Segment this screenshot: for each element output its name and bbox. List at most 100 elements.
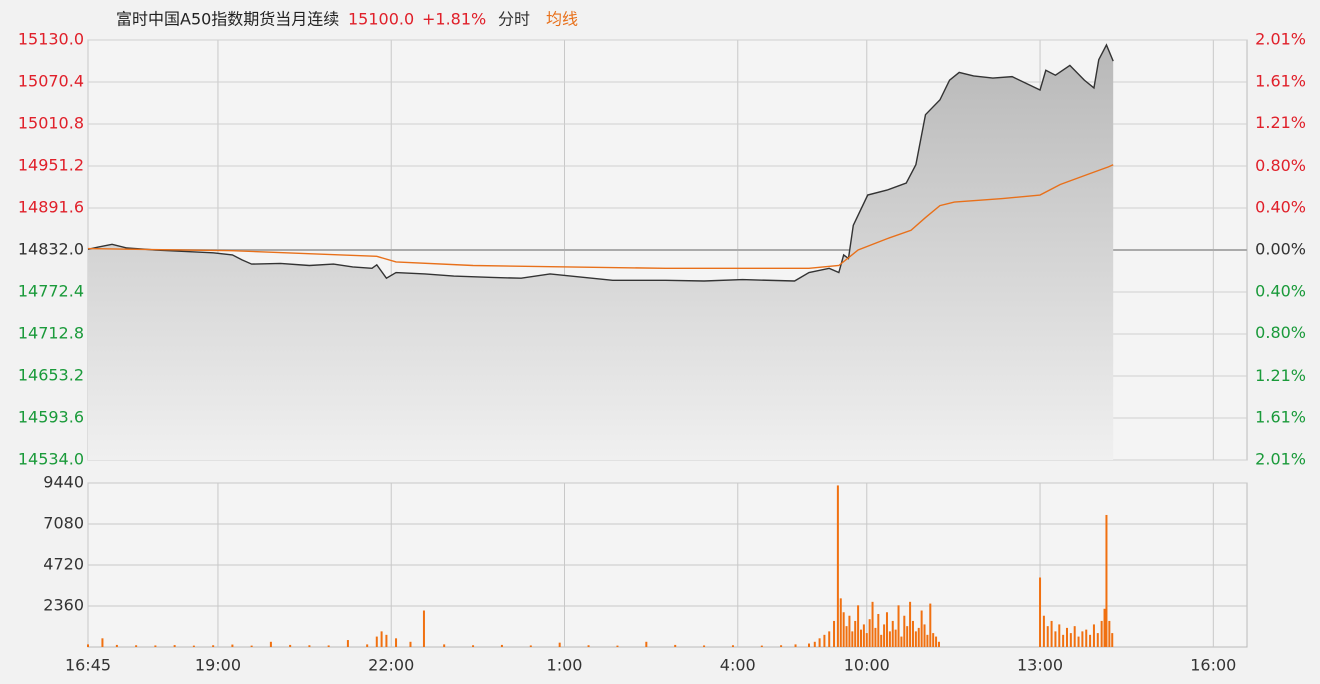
legend-entry: 分时 xyxy=(498,10,530,29)
volume-bar xyxy=(558,642,561,647)
volume-bar xyxy=(897,605,900,647)
volume-bar xyxy=(154,645,157,647)
volume-bar xyxy=(1050,620,1053,647)
y2-tick-label: 1.21% xyxy=(1255,113,1306,132)
volume-bar xyxy=(375,636,378,647)
volume-bar xyxy=(828,631,831,647)
volume-bar xyxy=(836,485,839,647)
volume-bar xyxy=(674,644,677,647)
volume-bar xyxy=(1069,633,1072,647)
y2-tick-label: 0.40% xyxy=(1255,281,1306,300)
y2-tick-label: 0.00% xyxy=(1255,240,1306,259)
volume-bar xyxy=(926,634,929,647)
volume-bar xyxy=(885,612,888,647)
x-tick-label: 22:00 xyxy=(368,656,414,675)
volume-bar xyxy=(923,624,926,647)
x-tick-label: 4:00 xyxy=(720,656,756,675)
x-tick-label: 10:00 xyxy=(844,656,890,675)
volume-bar xyxy=(880,634,883,647)
volume-bar xyxy=(1058,624,1061,647)
y-tick-label: 14593.6 xyxy=(18,408,84,427)
y-tick-label: 2360 xyxy=(43,596,84,615)
volume-bar xyxy=(500,644,503,647)
volume-bar xyxy=(929,603,932,647)
volume-bar xyxy=(1103,608,1106,647)
x-tick-label: 16:45 xyxy=(65,656,111,675)
volume-bar xyxy=(587,645,590,647)
volume-bar xyxy=(101,638,104,647)
volume-bar xyxy=(1096,633,1099,647)
y2-tick-label: 2.01% xyxy=(1255,30,1306,49)
legend-entry: 均线 xyxy=(546,10,578,29)
volume-bar xyxy=(823,634,826,647)
volume-bar xyxy=(906,626,909,647)
change: +1.81% xyxy=(422,10,486,29)
volume-bar xyxy=(917,627,920,647)
y2-tick-label: 0.80% xyxy=(1255,323,1306,342)
y-tick-label: 14712.8 xyxy=(18,324,84,343)
volume-bar xyxy=(173,645,176,647)
price-line xyxy=(87,43,1114,282)
volume-bar xyxy=(909,601,912,647)
volume-bar xyxy=(1111,633,1114,647)
volume-bar xyxy=(808,643,811,647)
x-tick-label: 19:00 xyxy=(195,656,241,675)
volume-bar xyxy=(868,619,871,647)
volume-bar xyxy=(920,610,923,647)
y-tick-label: 4720 xyxy=(43,555,84,574)
volume-bar xyxy=(833,620,836,647)
volume-bar xyxy=(1092,624,1095,647)
price-area xyxy=(88,44,1114,460)
volume-bar xyxy=(703,645,706,647)
volume-bar xyxy=(888,631,891,647)
volume-bar xyxy=(818,638,821,647)
volume-bar xyxy=(935,636,938,647)
volume-bar xyxy=(760,645,763,647)
volume-bar xyxy=(380,631,383,647)
volume-bar xyxy=(1054,631,1057,647)
volume-bar xyxy=(443,644,446,647)
volume-bar xyxy=(1100,620,1103,647)
volume-bar xyxy=(1077,636,1080,647)
volume-bar xyxy=(1042,615,1045,647)
volume-bar xyxy=(845,626,848,647)
volume-bar xyxy=(865,633,868,647)
volume-bar xyxy=(422,610,425,647)
volume-bar xyxy=(1073,626,1076,647)
volume-bar xyxy=(937,641,940,647)
last-price: 15100.0 xyxy=(348,10,414,29)
volume-bar xyxy=(616,645,619,647)
volume-bar xyxy=(1081,631,1084,647)
volume-bar xyxy=(366,644,369,647)
y-tick-label: 14534.0 xyxy=(18,450,84,469)
y2-tick-label: 1.61% xyxy=(1255,71,1306,90)
volume-bar xyxy=(1105,514,1108,647)
volume-bar xyxy=(346,640,349,647)
volume-bar xyxy=(731,645,734,647)
volume-bar xyxy=(385,634,388,647)
volume-bar xyxy=(529,645,532,647)
volume-bar xyxy=(289,644,292,647)
volume-bar xyxy=(115,644,118,647)
y2-tick-label: 0.80% xyxy=(1255,156,1306,175)
volume-bar xyxy=(87,644,89,647)
y2-tick-label: 0.40% xyxy=(1255,198,1306,217)
x-tick-label: 16:00 xyxy=(1190,656,1236,675)
y-tick-label: 15070.4 xyxy=(18,72,84,91)
volume-bar xyxy=(871,601,874,647)
volume-bar xyxy=(874,627,877,647)
volume-bar xyxy=(894,629,897,647)
y-tick-label: 14832.0 xyxy=(18,240,84,259)
volume-bar xyxy=(857,605,860,647)
volume-bar xyxy=(848,615,851,647)
title: 富时中国A50指数期货当月连续 xyxy=(116,10,339,29)
volume-bar xyxy=(900,636,903,647)
volume-bar xyxy=(859,629,862,647)
volume-bar xyxy=(212,645,215,647)
volume-bar xyxy=(1062,634,1065,647)
volume-bar xyxy=(794,644,797,647)
volume-bar xyxy=(903,615,906,647)
volume-bar xyxy=(192,645,195,647)
volume-bar xyxy=(308,645,311,647)
